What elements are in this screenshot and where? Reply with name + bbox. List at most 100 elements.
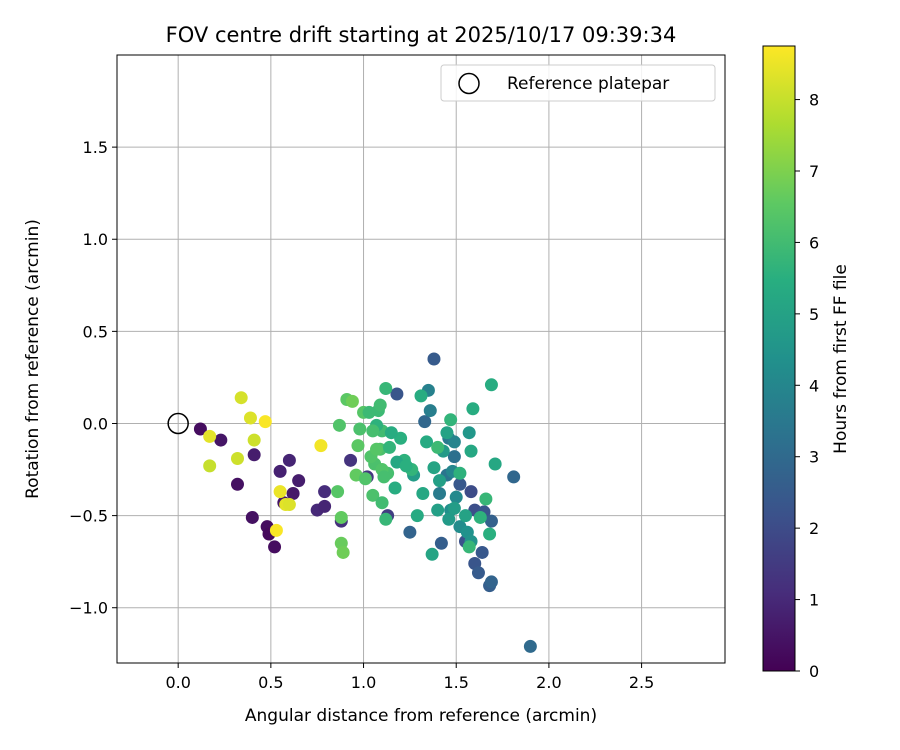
data-point [230, 451, 244, 465]
y-tick-label: 0.0 [83, 414, 108, 433]
y-tick-label: 1.0 [83, 230, 108, 249]
data-point [318, 499, 332, 513]
data-point [245, 510, 259, 524]
data-point [375, 496, 389, 510]
colorbar-label: Hours from first FF file [831, 264, 851, 454]
plot-area [117, 55, 725, 663]
data-point [214, 433, 228, 447]
legend-label: Reference platepar [507, 74, 669, 94]
plot-frame [116, 54, 726, 664]
data-point [464, 485, 478, 499]
data-point [523, 639, 537, 653]
data-point [484, 514, 498, 528]
data-point [379, 381, 393, 395]
data-point [483, 527, 497, 541]
data-point [466, 402, 480, 416]
colorbar-tick-label: 5 [809, 305, 819, 324]
data-point [234, 391, 248, 405]
colorbar-tick-label: 1 [809, 591, 819, 610]
data-point [373, 398, 387, 412]
data-point [379, 512, 393, 526]
data-point [410, 509, 424, 523]
x-tick-label: 0.0 [165, 673, 190, 692]
data-point [286, 486, 300, 500]
y-axis-label: Rotation from reference (arcmin) [23, 219, 43, 499]
data-point [444, 413, 458, 427]
data-point [258, 415, 272, 429]
data-point [351, 439, 365, 453]
data-point [203, 459, 217, 473]
colorbar: 0 1 2 3 4 5 6 7 8 Hours from first FF file [762, 45, 851, 681]
data-point [282, 498, 296, 512]
data-point [384, 426, 398, 440]
data-point [453, 466, 467, 480]
data-point [473, 510, 487, 524]
colorbar-ticks: 0 1 2 3 4 5 6 7 8 [795, 91, 819, 681]
colorbar-frame [762, 45, 796, 672]
colorbar-tick-label: 6 [809, 233, 819, 252]
colorbar-tick-label: 8 [809, 91, 819, 110]
data-point [334, 510, 348, 524]
y-tick-label: 1.5 [83, 138, 108, 157]
data-point [273, 485, 287, 499]
x-axis-label: Angular distance from reference (arcmin) [245, 706, 597, 726]
data-point [268, 540, 282, 554]
data-points [193, 352, 537, 653]
x-tick-label: 0.5 [258, 673, 283, 692]
data-point [193, 422, 207, 436]
data-point [449, 490, 463, 504]
data-point [427, 461, 441, 475]
y-axis-ticks: −1.0 −0.5 0.0 0.5 1.0 1.5 [69, 138, 117, 618]
y-tick-label: −1.0 [69, 599, 108, 618]
data-point [458, 509, 472, 523]
data-point [425, 547, 439, 561]
data-point [332, 418, 346, 432]
data-point [488, 457, 502, 471]
data-point [331, 485, 345, 499]
data-point [247, 448, 261, 462]
data-point [203, 429, 217, 443]
data-point [247, 433, 261, 447]
data-point [382, 440, 396, 454]
data-point [479, 492, 493, 506]
data-point [453, 477, 467, 491]
data-point [358, 472, 372, 486]
data-point [292, 474, 306, 488]
data-point [440, 426, 454, 440]
data-point [464, 444, 478, 458]
data-point [345, 394, 359, 408]
x-tick-label: 1.0 [351, 673, 376, 692]
data-point [420, 435, 434, 449]
x-axis-ticks: 0.0 0.5 1.0 1.5 2.0 2.5 [165, 663, 654, 692]
data-point [442, 512, 456, 526]
colorbar-tick-label: 7 [809, 162, 819, 181]
chart-title: FOV centre drift starting at 2025/10/17 … [166, 23, 677, 47]
data-point [362, 405, 376, 419]
data-point [273, 464, 287, 478]
x-tick-label: 2.5 [629, 673, 654, 692]
legend-marker [458, 72, 480, 95]
data-point [462, 540, 476, 554]
colorbar-gradient [763, 46, 795, 671]
reference-platepar-marker [167, 412, 189, 435]
data-point [314, 439, 328, 453]
y-tick-label: −0.5 [69, 507, 108, 526]
data-point [447, 450, 461, 464]
data-point [370, 442, 384, 456]
data-point [447, 501, 461, 515]
data-point [507, 470, 521, 484]
colorbar-tick-label: 0 [809, 662, 819, 681]
data-point [414, 389, 428, 403]
data-point [269, 523, 283, 537]
colorbar-tick-label: 4 [809, 376, 819, 395]
data-point [243, 411, 257, 425]
data-point [399, 459, 413, 473]
data-point [431, 503, 445, 517]
x-tick-label: 1.5 [443, 673, 468, 692]
data-point [427, 352, 441, 366]
data-point [423, 404, 437, 418]
data-point [344, 453, 358, 467]
data-point [462, 426, 476, 440]
data-point [433, 474, 447, 488]
